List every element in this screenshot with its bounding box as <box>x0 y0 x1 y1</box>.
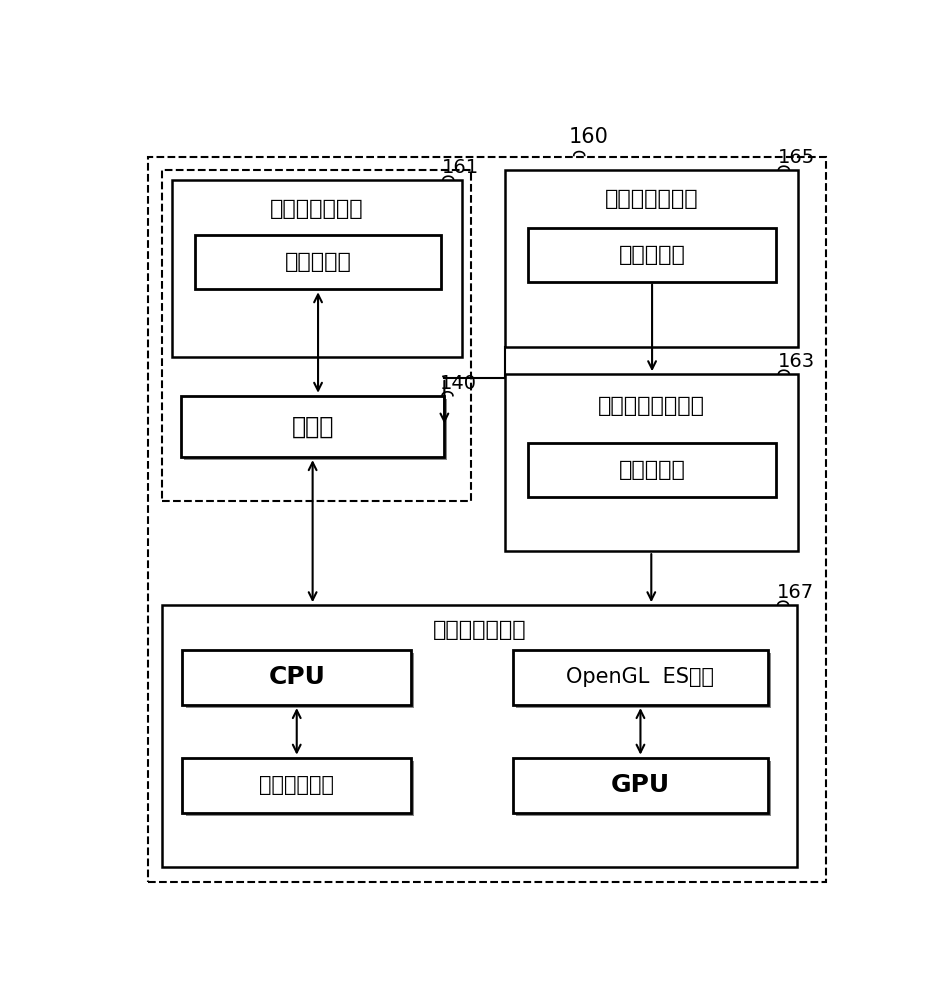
Text: 160: 160 <box>569 127 609 147</box>
Bar <box>513 650 768 705</box>
Bar <box>513 758 768 813</box>
Bar <box>184 399 448 460</box>
Text: 无定形对象处理器: 无定形对象处理器 <box>598 396 705 416</box>
Text: 161: 161 <box>442 158 479 177</box>
Text: 触摸屏框架: 触摸屏框架 <box>284 252 352 272</box>
Text: 167: 167 <box>777 583 814 602</box>
Bar <box>515 761 771 816</box>
Bar <box>183 650 411 705</box>
Text: 输入事件收集器: 输入事件收集器 <box>270 199 363 219</box>
Text: 触摸屏: 触摸屏 <box>291 414 334 438</box>
Bar <box>532 446 779 500</box>
Text: 波纹渲染器: 波纹渲染器 <box>619 460 686 480</box>
Text: GPU: GPU <box>611 773 670 797</box>
Bar <box>505 374 798 551</box>
Bar <box>185 761 414 816</box>
Bar <box>162 170 472 501</box>
Bar <box>528 443 776 497</box>
Text: 波纹控制器: 波纹控制器 <box>619 245 686 265</box>
Text: 锁定功能支持器: 锁定功能支持器 <box>433 620 526 640</box>
Bar <box>532 231 779 285</box>
Text: 输入参数处理器: 输入参数处理器 <box>605 189 698 209</box>
Bar <box>515 653 771 708</box>
Text: 140: 140 <box>439 374 476 393</box>
Bar <box>195 235 441 289</box>
Bar <box>171 180 462 357</box>
Text: CPU: CPU <box>268 665 325 689</box>
Text: 一般视图框架: 一般视图框架 <box>260 775 334 795</box>
Bar <box>198 239 444 292</box>
Text: 163: 163 <box>778 352 815 371</box>
Text: 165: 165 <box>778 148 815 167</box>
Bar <box>528 228 776 282</box>
Bar <box>181 396 444 457</box>
Bar <box>185 653 414 708</box>
Text: OpenGL  ES框架: OpenGL ES框架 <box>567 667 714 687</box>
Bar <box>505 170 798 347</box>
Bar <box>183 758 411 813</box>
Bar <box>162 605 797 867</box>
